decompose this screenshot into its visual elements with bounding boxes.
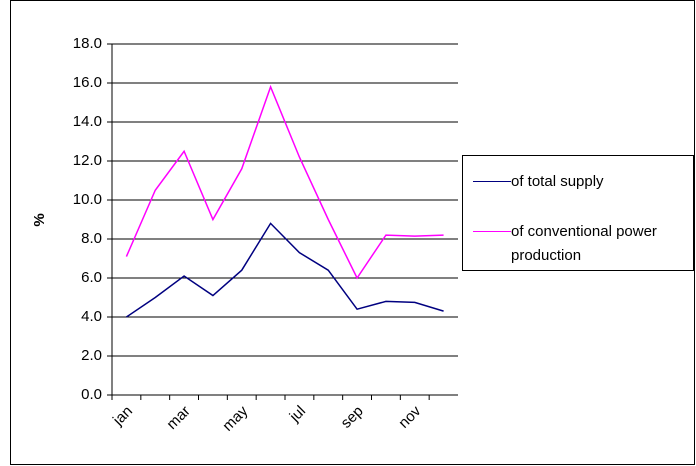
y-axis-label: % xyxy=(31,213,48,226)
x-tick-label: may xyxy=(219,402,251,434)
legend-label: of total supply xyxy=(511,173,604,190)
x-tick-label: mar xyxy=(163,403,193,433)
legend-label: of conventional power production xyxy=(511,223,657,264)
y-tick-label: 10.0 xyxy=(73,191,102,208)
legend-entry: of total supply xyxy=(473,170,693,194)
y-tick-label: 8.0 xyxy=(81,230,102,247)
y-tick-label: 2.0 xyxy=(81,347,102,364)
legend-swatch xyxy=(473,231,511,232)
y-tick-label: 4.0 xyxy=(81,308,102,325)
legend-swatch xyxy=(473,181,511,182)
y-tick-label: 12.0 xyxy=(73,152,102,169)
y-tick-label: 18.0 xyxy=(73,35,102,52)
x-tick-label: sep xyxy=(338,403,367,432)
x-tick-label: jul xyxy=(286,403,309,426)
series-line xyxy=(125,222,444,318)
y-tick-label: 14.0 xyxy=(73,113,102,130)
legend: of total supply of conventional power pro… xyxy=(462,155,694,271)
legend-entry: of conventional power production xyxy=(473,220,693,268)
series-line xyxy=(125,84,444,280)
y-tick-label: 6.0 xyxy=(81,269,102,286)
y-tick-label: 16.0 xyxy=(73,74,102,91)
y-tick-label: 0.0 xyxy=(81,386,102,403)
chart-border xyxy=(10,0,695,465)
x-tick-label: nov xyxy=(395,402,424,431)
x-tick-label: jan xyxy=(109,403,136,430)
